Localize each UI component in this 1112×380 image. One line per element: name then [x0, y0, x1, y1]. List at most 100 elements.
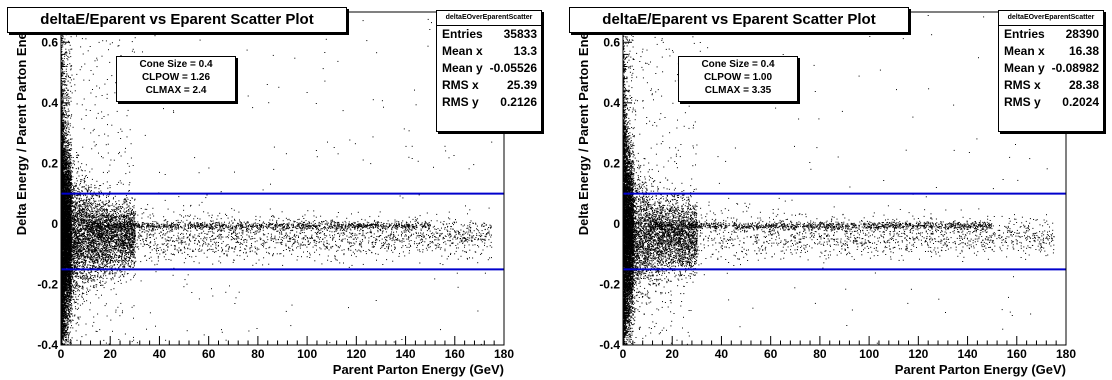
- scatter-point: [97, 274, 99, 276]
- scatter-point: [83, 201, 85, 203]
- scatter-point: [102, 252, 104, 254]
- scatter-point: [104, 305, 106, 307]
- scatter-point: [92, 217, 94, 218]
- scatter-point: [444, 228, 446, 230]
- scatter-point: [77, 171, 79, 173]
- scatter-point: [107, 204, 109, 206]
- scatter-point: [77, 195, 79, 197]
- scatter-point: [66, 105, 68, 107]
- scatter-point: [79, 192, 81, 193]
- scatter-point: [160, 249, 162, 251]
- scatter-point: [103, 225, 105, 227]
- scatter-point: [89, 219, 91, 221]
- scatter-point: [120, 206, 122, 208]
- scatter-point: [97, 230, 99, 232]
- scatter-point: [344, 233, 346, 235]
- scatter-point: [89, 186, 91, 188]
- scatter-point: [111, 249, 113, 251]
- scatter-point: [96, 211, 98, 213]
- scatter-point: [370, 236, 372, 237]
- scatter-point: [89, 267, 91, 269]
- scatter-point: [120, 231, 122, 233]
- scatter-point: [63, 322, 65, 324]
- scatter-point: [109, 219, 110, 221]
- scatter-point: [383, 106, 384, 108]
- scatter-point: [272, 228, 274, 229]
- scatter-point: [84, 215, 86, 217]
- scatter-point: [450, 233, 452, 235]
- scatter-point: [472, 237, 474, 239]
- scatter-point: [77, 285, 79, 287]
- scatter-point: [77, 221, 79, 223]
- scatter-point: [79, 215, 81, 217]
- scatter-point: [98, 217, 100, 219]
- scatter-point: [354, 228, 356, 230]
- scatter-point: [432, 236, 434, 238]
- scatter-point: [65, 93, 67, 95]
- scatter-point: [75, 238, 77, 240]
- scatter-point: [89, 171, 91, 173]
- scatter-point: [88, 201, 90, 202]
- scatter-point: [343, 254, 345, 256]
- scatter-point: [109, 244, 111, 246]
- scatter-point: [92, 234, 94, 236]
- scatter-point: [108, 343, 110, 345]
- scatter-point: [120, 218, 122, 220]
- scatter-point: [435, 239, 437, 241]
- scatter-point: [324, 52, 326, 53]
- scatter-point: [183, 237, 185, 239]
- scatter-point: [125, 281, 127, 283]
- scatter-point: [64, 331, 66, 333]
- scatter-point: [467, 233, 469, 235]
- scatter-point: [391, 240, 393, 242]
- scatter-point: [215, 246, 217, 248]
- scatter-point: [465, 239, 467, 241]
- scatter-point: [72, 201, 74, 203]
- scatter-point: [67, 325, 69, 327]
- scatter-point: [468, 237, 470, 239]
- scatter-point: [76, 238, 78, 240]
- scatter-point: [412, 224, 414, 225]
- scatter-point: [458, 232, 460, 233]
- scatter-point: [97, 112, 99, 114]
- scatter-point: [95, 284, 97, 286]
- scatter-point: [126, 216, 128, 218]
- scatter-point: [483, 225, 485, 227]
- scatter-point: [381, 245, 383, 247]
- scatter-point: [64, 314, 66, 315]
- scatter-point: [330, 261, 332, 262]
- scatter-point: [100, 251, 101, 253]
- scatter-point: [129, 255, 131, 257]
- scatter-point: [115, 309, 117, 311]
- scatter-point: [126, 260, 128, 262]
- scatter-point: [461, 237, 463, 239]
- scatter-point: [117, 240, 119, 242]
- scatter-point: [118, 260, 120, 262]
- scatter-point: [249, 248, 251, 250]
- scatter-point: [67, 256, 69, 258]
- scatter-point: [66, 297, 68, 299]
- scatter-point: [325, 247, 327, 248]
- scatter-point: [79, 255, 80, 257]
- scatter-point: [109, 262, 111, 264]
- scatter-point: [133, 250, 135, 252]
- scatter-point: [129, 247, 131, 248]
- scatter-point: [419, 251, 421, 253]
- scatter-point: [263, 240, 265, 242]
- scatter-point: [247, 231, 249, 233]
- scatter-point: [86, 244, 88, 246]
- scatter-point: [65, 167, 67, 169]
- scatter-point: [65, 332, 67, 334]
- scatter-point: [103, 271, 105, 273]
- scatter-point: [98, 211, 100, 213]
- scatter-point: [212, 295, 214, 297]
- scatter-point: [72, 279, 74, 280]
- scatter-point: [239, 246, 241, 248]
- scatter-point: [96, 232, 98, 234]
- scatter-point: [100, 230, 102, 232]
- scatter-point: [281, 237, 283, 238]
- scatter-point: [83, 253, 85, 255]
- scatter-point: [93, 321, 95, 323]
- scatter-point: [67, 149, 69, 151]
- scatter-point: [66, 191, 68, 193]
